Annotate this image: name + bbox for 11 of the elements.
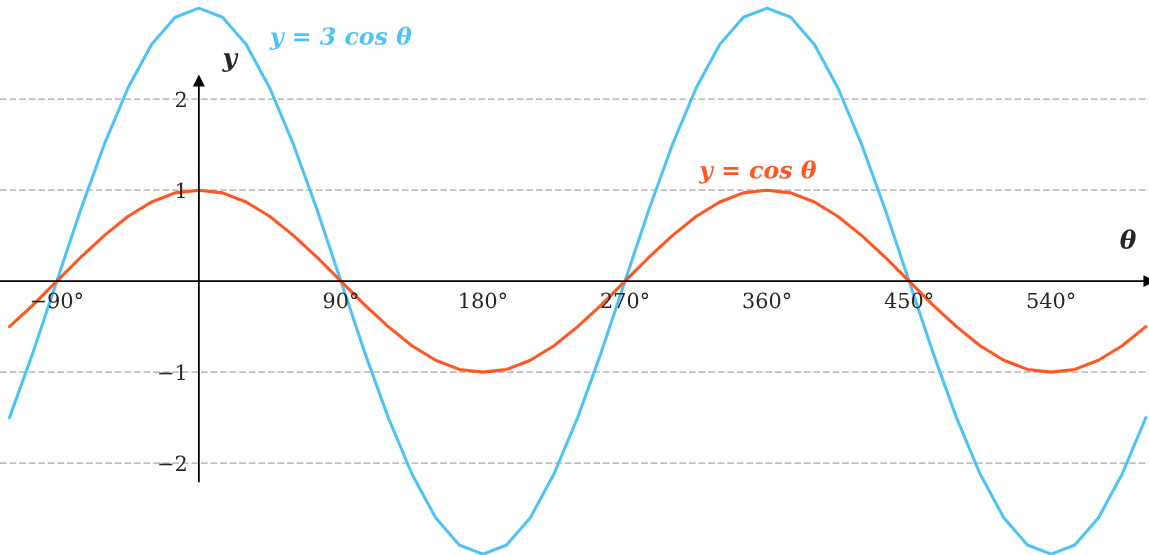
y-tick-label: 2 [175, 91, 186, 108]
y-axis-title: y [222, 53, 239, 72]
y-tick-label: −1 [159, 364, 185, 381]
x-tick-label: 360° [743, 292, 791, 309]
x-tick-label: 540° [1027, 292, 1075, 309]
y-tick-label: −2 [159, 455, 186, 472]
line-series [7, 6, 1148, 555]
x-axis-title: θ [1120, 229, 1136, 250]
series-label: y = cos θ [698, 160, 816, 184]
x-tick-label: 180° [460, 292, 507, 309]
series-label: y = 3 cos θ [269, 26, 412, 50]
